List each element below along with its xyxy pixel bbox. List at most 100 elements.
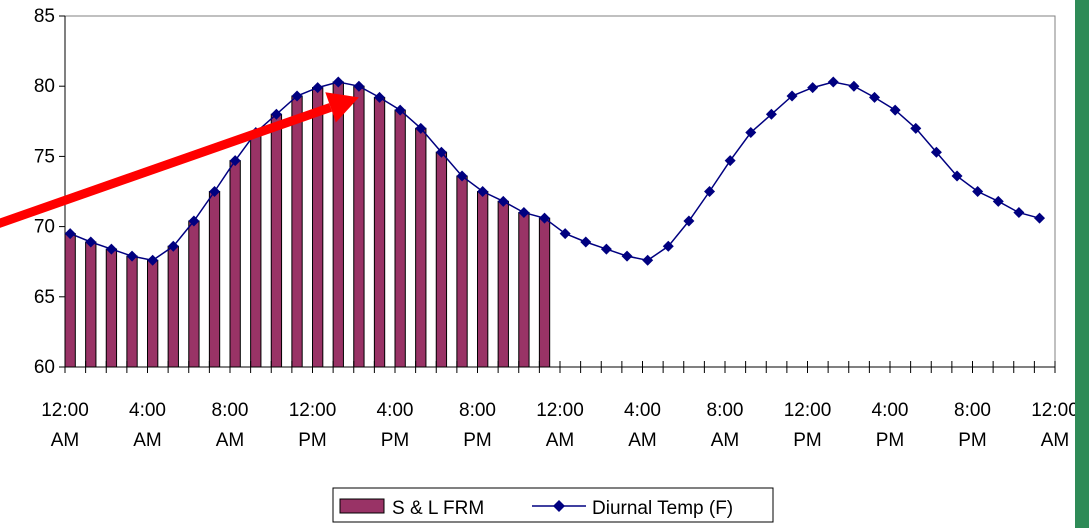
x-tick-label: 12:00: [536, 400, 584, 421]
right-edge-strip: [1075, 0, 1089, 528]
x-tick-label: PM: [298, 430, 327, 451]
x-axis: 12:00 AM 4:00 AM 8:00 AM 12:00 PM 4:00 PM 8:00 PM 12…: [41, 361, 1079, 451]
series-line: [69, 81, 1040, 262]
data-point: [910, 122, 922, 134]
x-tick-label: 4:00: [129, 400, 166, 421]
data-point: [312, 82, 324, 94]
bar: [188, 220, 200, 368]
y-axis: 60 65 70 75 80 85: [34, 6, 66, 378]
data-point: [683, 215, 695, 227]
bar: [229, 160, 241, 368]
x-tick-label: PM: [381, 430, 410, 451]
x-tick-label: AM: [628, 430, 657, 451]
x-tick-label: PM: [463, 430, 492, 451]
x-tick-label: 4:00: [624, 400, 661, 421]
data-point: [209, 186, 221, 197]
x-tick-label: 12:00: [784, 400, 832, 421]
data-point: [642, 254, 654, 266]
bar: [270, 113, 283, 368]
bar: [105, 248, 118, 368]
data-point: [704, 186, 716, 197]
x-tick-label: AM: [216, 430, 245, 451]
bar: [394, 109, 406, 368]
bar: [250, 132, 262, 368]
legend: S & L FRM Diurnal Temp (F): [332, 487, 774, 523]
arrow-shaft: [0, 103, 333, 228]
data-point: [353, 80, 365, 92]
data-point: [497, 195, 509, 207]
bar: [85, 241, 97, 368]
annotation-arrow: [0, 92, 359, 228]
x-tick-label: AM: [133, 430, 162, 451]
data-point: [85, 236, 97, 248]
bar: [497, 200, 509, 368]
data-point: [827, 76, 839, 88]
x-tick-label: AM: [1041, 430, 1070, 451]
data-point: [105, 243, 117, 255]
bar: [291, 95, 303, 368]
bar: [126, 255, 138, 368]
data-point: [332, 76, 344, 88]
data-point: [951, 170, 963, 182]
bar: [373, 96, 386, 368]
x-tick-label: 4:00: [872, 400, 909, 421]
x-tick-label: AM: [711, 430, 740, 451]
bar: [312, 87, 324, 368]
data-point: [972, 186, 984, 197]
data-point: [270, 108, 282, 120]
y-tick-label: 65: [34, 287, 55, 308]
x-tick-label: PM: [958, 430, 987, 451]
x-tick-label: 4:00: [377, 400, 414, 421]
data-point: [456, 170, 468, 182]
data-point: [869, 91, 881, 103]
x-tick-label: PM: [876, 430, 905, 451]
x-tick-label: 8:00: [459, 400, 496, 421]
x-tick-label: PM: [793, 430, 822, 451]
bar: [538, 217, 551, 368]
data-point: [394, 104, 406, 116]
data-point: [435, 146, 447, 158]
data-point: [188, 215, 200, 227]
data-point: [147, 254, 159, 266]
data-point: [724, 155, 736, 167]
data-point: [539, 212, 551, 224]
y-tick-label: 80: [34, 76, 55, 97]
line-layer: [64, 76, 1046, 266]
x-tick-label: 8:00: [954, 400, 991, 421]
x-tick-label: 8:00: [212, 400, 249, 421]
x-tick-label: 12:00: [1031, 400, 1079, 421]
y-tick-label: 85: [34, 6, 55, 27]
bar: [208, 191, 221, 368]
data-point: [580, 236, 592, 248]
x-tick-label: 12:00: [289, 400, 337, 421]
legend-swatch-bar: [339, 498, 385, 514]
data-point: [1034, 212, 1046, 224]
bar: [477, 191, 489, 368]
bars-layer: [64, 81, 551, 368]
data-point: [848, 80, 860, 92]
legend-marker-diamond: [553, 500, 565, 512]
y-tick-label: 70: [34, 217, 55, 238]
legend-label-bar: S & L FRM: [392, 498, 484, 519]
data-point: [229, 155, 241, 167]
bar: [456, 175, 468, 368]
data-point: [374, 91, 386, 103]
data-point: [126, 250, 138, 262]
bar: [147, 259, 159, 368]
data-point: [415, 122, 427, 134]
x-tick-label: 8:00: [707, 400, 744, 421]
data-point: [662, 240, 674, 252]
data-point: [807, 82, 819, 94]
x-tick-label: 12:00: [41, 400, 89, 421]
data-point: [559, 228, 571, 240]
data-point: [889, 104, 901, 116]
x-tick-label: AM: [51, 430, 80, 451]
data-point: [992, 195, 1004, 207]
data-point: [64, 228, 76, 240]
legend-box: [332, 487, 774, 523]
bar: [353, 85, 365, 368]
bar: [64, 233, 76, 368]
data-point: [518, 207, 530, 219]
bar: [435, 151, 448, 368]
